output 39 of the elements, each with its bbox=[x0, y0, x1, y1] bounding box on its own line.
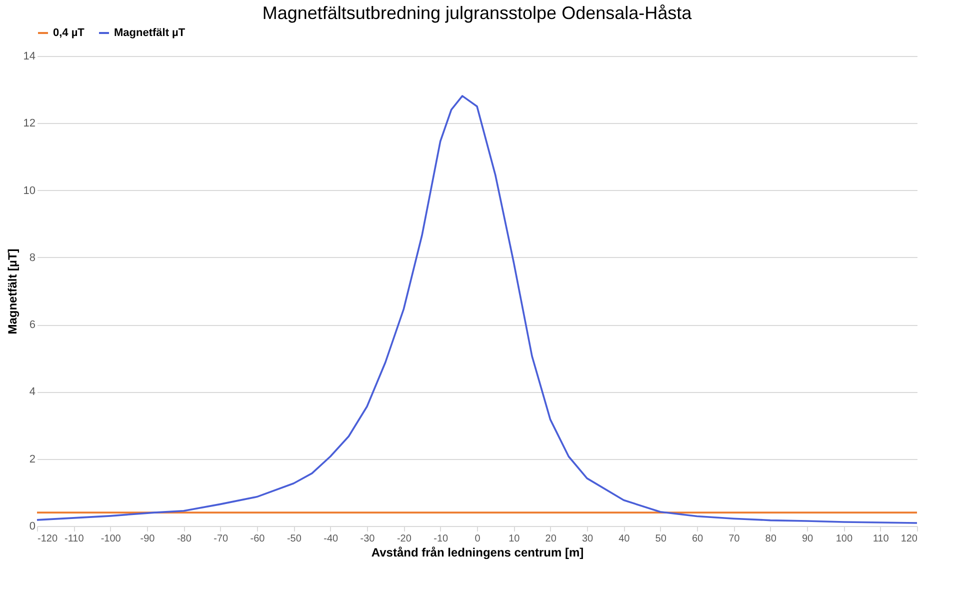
line-series bbox=[36, 95, 918, 524]
chart-title: Magnetfältsutbredning julgransstolpe Odensala-Håsta bbox=[262, 3, 693, 23]
y-tick-label: 6 bbox=[29, 319, 36, 332]
x-tick-label: 80 bbox=[765, 534, 777, 544]
x-tick-label: 90 bbox=[802, 534, 814, 544]
y-tick-label: 12 bbox=[23, 118, 36, 130]
legend-label: Magnetfält µT bbox=[114, 27, 186, 39]
x-tick-label: 60 bbox=[692, 534, 704, 544]
x-tick-label: 50 bbox=[655, 534, 667, 544]
x-tick-label: -110 bbox=[64, 534, 84, 544]
x-tick-label: 10 bbox=[508, 534, 520, 544]
x-tick-label: -30 bbox=[360, 534, 376, 544]
x-tick-label: 120 bbox=[900, 534, 918, 544]
y-tick-label: 4 bbox=[29, 386, 36, 398]
x-tick-label: 30 bbox=[582, 534, 594, 544]
y-tick-label: 8 bbox=[29, 252, 36, 264]
x-axis-title: Avstånd från ledningens centrum [m] bbox=[371, 546, 584, 560]
x-tick-label: 0 bbox=[474, 534, 481, 544]
x-tick-label: -10 bbox=[434, 534, 448, 544]
x-tick-label: 110 bbox=[872, 534, 890, 544]
x-tick-label: -100 bbox=[100, 534, 122, 544]
legend-label: 0,4 µT bbox=[53, 27, 85, 39]
x-tick-label: 40 bbox=[618, 534, 630, 544]
y-tick-label: 2 bbox=[29, 453, 36, 466]
y-tick-label: 14 bbox=[23, 50, 36, 62]
y-tick-label: 10 bbox=[23, 184, 36, 197]
x-tick-label: -60 bbox=[250, 534, 266, 544]
x-tick-label: 100 bbox=[836, 534, 853, 544]
y-axis-title: Magnetfält [µT] bbox=[5, 248, 20, 334]
x-tick-label: 20 bbox=[545, 534, 557, 544]
x-tick-label: -80 bbox=[176, 534, 192, 544]
x-tick-label: -40 bbox=[324, 534, 338, 544]
x-tick-label: -20 bbox=[396, 534, 412, 544]
x-tick-label: -50 bbox=[286, 534, 302, 544]
x-tick-label: 70 bbox=[728, 534, 740, 544]
x-tick-label: -70 bbox=[214, 534, 228, 544]
x-tick-label: -120 bbox=[38, 534, 58, 544]
y-tick-label: 0 bbox=[29, 520, 36, 532]
x-tick-label: -90 bbox=[140, 534, 156, 544]
